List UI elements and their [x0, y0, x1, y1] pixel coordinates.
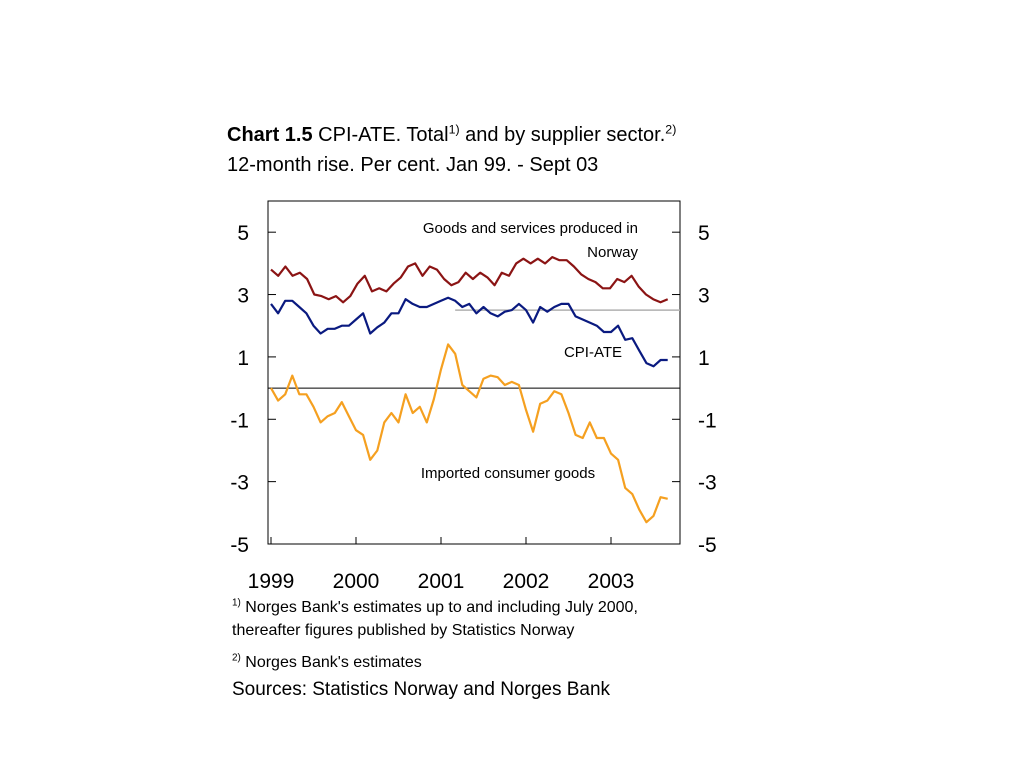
x-tick-label: 2001 [418, 570, 465, 593]
annotation-cpi-ate: CPI-ATE [564, 344, 622, 361]
sources-note: Sources: Statistics Norway and Norges Ba… [232, 679, 611, 700]
y-tick-label-left: 5 [237, 222, 249, 245]
footnote-2: 2) Norges Bank's estimates [232, 651, 422, 674]
y-tick-label-right: -1 [698, 409, 717, 432]
series-imported-consumer-goods [270, 343, 668, 524]
y-tick-label-left: -1 [230, 409, 249, 432]
x-tick-label: 1999 [248, 570, 295, 593]
series-goods-services-norway [270, 256, 669, 304]
chart-subtitle: 12-month rise. Per cent. Jan 99. - Sept … [227, 154, 599, 176]
chart-number: Chart 1.5 [227, 124, 313, 146]
annotation-goods-services-line1: Goods and services produced in [423, 220, 638, 237]
y-axis-ticks: 5 5 3 3 1 1 -1 -1 -3 -3 -5 -5 [230, 222, 716, 557]
footnote-1-line1: 1) Norges Bank's estimates up to and inc… [232, 596, 638, 619]
y-tick-label-right: 5 [698, 222, 710, 245]
y-tick-label-right: -3 [698, 472, 717, 495]
x-axis-ticks: 1999 2000 2001 2002 2003 [248, 537, 635, 593]
series-cpi-ate [270, 296, 668, 368]
annotation-imported-goods: Imported consumer goods [421, 465, 595, 482]
chart-title-sup2: 2) [665, 122, 677, 137]
x-tick-label: 2002 [503, 570, 550, 593]
chart-title-text-part2: and by supplier sector. [459, 124, 666, 146]
footnote-2-text: Norges Bank's estimates [245, 654, 422, 671]
footnote-1-marker: 1) [232, 597, 241, 609]
series-lines [270, 256, 669, 524]
chart-title-line1: Chart 1.5 CPI-ATE. Total1) and by suppli… [227, 120, 676, 150]
y-tick-label-left: -5 [230, 534, 249, 557]
x-tick-label: 2000 [333, 570, 380, 593]
chart-title: Chart 1.5 CPI-ATE. Total1) and by suppli… [227, 120, 676, 180]
chart-title-text-part1: CPI-ATE. Total [318, 124, 449, 146]
y-tick-label-right: 1 [698, 347, 710, 370]
y-tick-label-right: 3 [698, 285, 710, 308]
annotation-goods-services-line2: Norway [587, 244, 638, 261]
footnote-1-text1: Norges Bank's estimates up to and includ… [245, 599, 638, 616]
y-tick-label-left: -3 [230, 472, 249, 495]
y-tick-label-right: -5 [698, 534, 717, 557]
x-tick-label: 2003 [588, 570, 635, 593]
y-tick-label-left: 3 [237, 285, 249, 308]
plot-frame [267, 200, 681, 545]
chart-title-sup1: 1) [448, 122, 460, 137]
footnote-1: 1) Norges Bank's estimates up to and inc… [232, 596, 638, 642]
footnote-2-marker: 2) [232, 652, 241, 664]
y-tick-label-left: 1 [237, 347, 249, 370]
footnote-1-line2: thereafter figures published by Statisti… [232, 622, 575, 639]
reference-lines [268, 309, 680, 389]
